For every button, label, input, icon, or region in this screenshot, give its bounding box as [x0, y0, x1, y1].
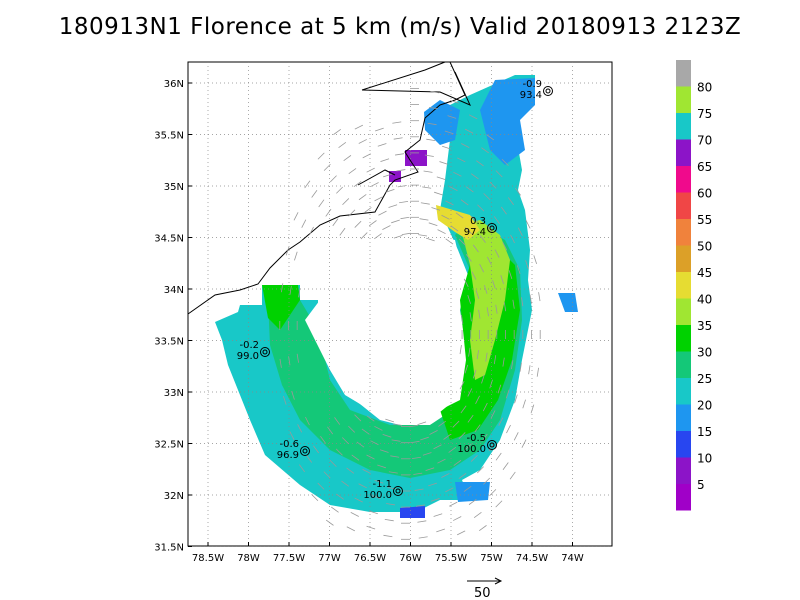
- colorbar-swatch: [676, 325, 691, 352]
- colorbar-label: 5: [697, 478, 705, 492]
- lon-label: 76.5W: [354, 553, 386, 564]
- lon-label: 75W: [480, 553, 503, 564]
- colorbar-label: 55: [697, 213, 712, 227]
- colorbar-label: 75: [697, 107, 712, 121]
- wind-field: [215, 75, 578, 518]
- station-marker: -0.299.0: [237, 340, 270, 362]
- lat-label: 35.5N: [154, 131, 184, 142]
- colorbar-swatch: [676, 245, 691, 272]
- lon-label: 77.5W: [273, 553, 305, 564]
- lon-label: 78W: [237, 553, 260, 564]
- colorbar-swatch: [676, 298, 691, 325]
- colorbar-swatch: [676, 192, 691, 219]
- station-value-top: -1.1: [372, 479, 392, 490]
- colorbar-swatch: [676, 219, 691, 246]
- station-marker: 0.397.4: [464, 216, 497, 238]
- colorbar: 80 75 70 65 60 55 50 45 40 35 30 25 20 15 10 5: [676, 60, 712, 511]
- station-value-bottom: 96.9: [277, 450, 299, 461]
- latitude-labels: 36N 35.5N 35N 34.5N 34N 33.5N 33N 32.5N 32N 31.5N: [154, 79, 184, 554]
- colorbar-swatch: [676, 166, 691, 193]
- colorbar-label: 10: [697, 452, 712, 466]
- station-value-top: -0.9: [522, 79, 542, 90]
- station-value-top: -0.6: [279, 439, 299, 450]
- station-value-bottom: 100.0: [457, 444, 486, 455]
- lat-label: 34.5N: [154, 234, 184, 245]
- colorbar-label: 45: [697, 266, 712, 280]
- lat-label: 35N: [164, 182, 184, 193]
- axis-ticks: [188, 82, 573, 547]
- colorbar-label: 60: [697, 187, 712, 201]
- colorbar-swatch: [676, 378, 691, 405]
- colorbar-label: 70: [697, 134, 712, 148]
- colorbar-label: 30: [697, 346, 712, 360]
- lat-label: 33.5N: [154, 337, 184, 348]
- lon-label: 74.5W: [516, 553, 548, 564]
- station-marker: -0.993.4: [520, 79, 553, 101]
- lat-label: 32.5N: [154, 440, 184, 451]
- station-value-top: 0.3: [470, 216, 486, 227]
- colorbar-label: 15: [697, 425, 712, 439]
- colorbar-swatch: [676, 139, 691, 166]
- lon-label: 74W: [561, 553, 584, 564]
- colorbar-swatch: [676, 60, 691, 87]
- lat-label: 34N: [164, 285, 184, 296]
- colorbar-swatch: [676, 351, 691, 378]
- colorbar-label: 80: [697, 81, 712, 95]
- colorbar-swatch: [676, 457, 691, 484]
- colorbar-label: 40: [697, 293, 712, 307]
- lat-label: 33N: [164, 388, 184, 399]
- colorbar-swatch: [676, 272, 691, 299]
- colorbar-swatch: [676, 404, 691, 431]
- dropsonde-stations: -0.993.40.397.4-0.299.0-0.696.9-0.5100.0…: [237, 79, 553, 501]
- longitude-labels: 78.5W 78W 77.5W 77W 76.5W 76W 75.5W 75W 74.5W 74W: [192, 553, 584, 564]
- scale-arrow: 50: [467, 577, 503, 600]
- lat-label: 32N: [164, 491, 184, 502]
- lon-label: 77W: [318, 553, 341, 564]
- grid-lines: [188, 62, 612, 547]
- station-value-bottom: 93.4: [520, 90, 542, 101]
- colorbar-swatch: [676, 113, 691, 140]
- lon-label: 78.5W: [192, 553, 224, 564]
- wind-arrows: [279, 88, 541, 540]
- station-value-bottom: 100.0: [363, 490, 392, 501]
- map-title: 180913N1 Florence at 5 km (m/s) Valid 20…: [58, 14, 742, 40]
- station-marker: -0.696.9: [277, 439, 310, 461]
- station-value-top: -0.5: [466, 433, 486, 444]
- colorbar-label: 50: [697, 240, 712, 254]
- colorbar-label: 25: [697, 372, 712, 386]
- scale-arrow-label: 50: [474, 586, 491, 600]
- station-value-top: -0.2: [239, 340, 259, 351]
- colorbar-swatch: [676, 484, 691, 511]
- colorbar-label: 65: [697, 160, 712, 174]
- colorbar-label: 20: [697, 399, 712, 413]
- colorbar-swatch: [676, 431, 691, 458]
- colorbar-label: 35: [697, 319, 712, 333]
- lon-label: 76W: [399, 553, 422, 564]
- colorbar-swatch: [676, 86, 691, 113]
- lat-label: 31.5N: [154, 543, 184, 554]
- lon-label: 75.5W: [435, 553, 467, 564]
- station-value-bottom: 97.4: [464, 227, 486, 238]
- coastline: [187, 61, 471, 315]
- lat-label: 36N: [164, 79, 184, 90]
- station-value-bottom: 99.0: [237, 351, 259, 362]
